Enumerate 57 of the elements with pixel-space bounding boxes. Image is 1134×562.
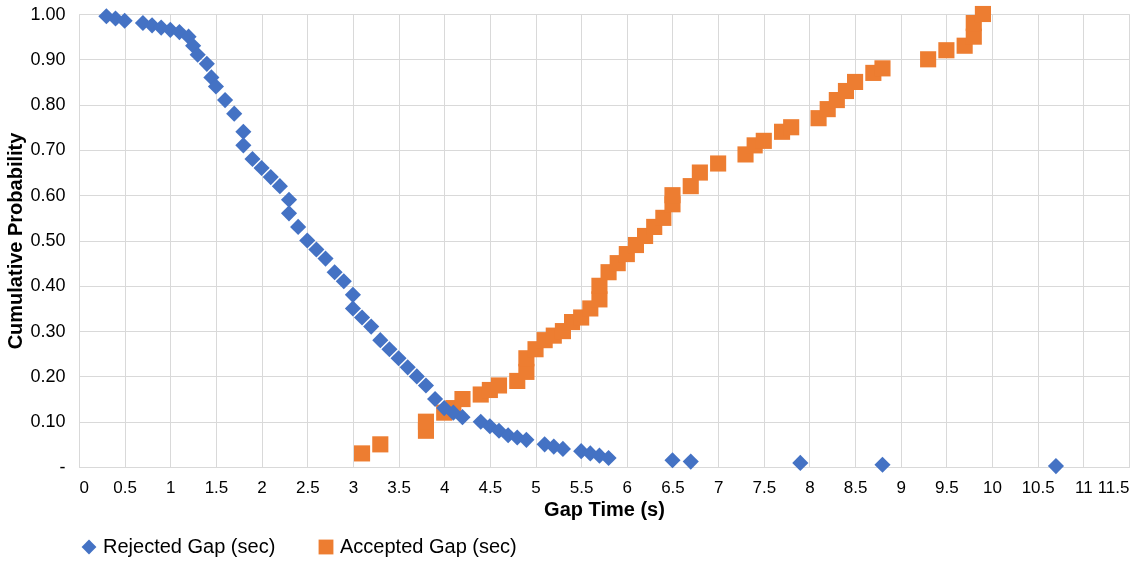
x-tick-label: 1 [166, 477, 176, 497]
x-tick-label: 3.5 [387, 477, 411, 497]
x-tick-label: 7.5 [752, 477, 777, 497]
y-tick-label: 0.50 [30, 230, 66, 250]
x-tick-label: 2 [257, 477, 267, 497]
x-tick-label: 4.5 [478, 477, 503, 497]
x-tick-label: 0 [79, 477, 89, 497]
point [920, 51, 937, 68]
x-tick-label: 0.5 [113, 477, 137, 497]
y-tick-label: - [59, 456, 66, 477]
x-tick-label: 1.5 [204, 477, 229, 497]
x-tick-label: 3 [348, 477, 359, 497]
point [490, 377, 508, 394]
x-tick-label: 6.5 [661, 477, 685, 497]
x-tick-label: 4 [439, 477, 450, 497]
x-tick-label: 11.5 [1097, 477, 1130, 497]
y-tick-label: 0.90 [30, 48, 66, 69]
point [353, 445, 371, 462]
y-axis-title: Cumulative Probability [4, 131, 27, 350]
point [454, 390, 471, 408]
x-tick-label: 8.5 [843, 477, 868, 497]
point [938, 42, 955, 59]
point [664, 187, 681, 204]
x-tick-label: 9.5 [935, 477, 959, 497]
y-tick-label: 0.30 [30, 320, 66, 341]
y-tick-label: 0.40 [30, 275, 66, 296]
point [682, 178, 699, 195]
point [874, 60, 891, 77]
x-tick-label: 10 [983, 477, 1002, 497]
x-tick-label: 5.5 [569, 477, 594, 497]
point [417, 413, 435, 430]
point [710, 155, 727, 172]
legend-label: Rejected Gap (sec) [103, 535, 276, 557]
x-tick-label: 8 [805, 477, 815, 497]
x-tick-label: 10.5 [1021, 477, 1055, 497]
y-tick-label: 0.10 [30, 411, 66, 432]
y-tick-label: 0.80 [30, 94, 66, 115]
y-tick-label: 0.20 [30, 365, 66, 386]
point [755, 132, 772, 149]
x-axis-title: Gap Time (s) [544, 497, 665, 520]
x-tick-label: 11 [1075, 477, 1093, 497]
point [372, 436, 389, 453]
point [591, 277, 608, 294]
x-tick-label: 5 [531, 477, 541, 497]
point [974, 5, 991, 23]
point [691, 164, 708, 181]
y-tick-label: 1.00 [30, 3, 66, 24]
y-tick-label: 0.60 [30, 184, 66, 205]
x-tick-label: 2.5 [295, 477, 320, 497]
point [783, 119, 800, 136]
x-tick-label: 9 [896, 477, 906, 497]
point [847, 73, 864, 91]
x-tick-label: 7 [713, 477, 724, 497]
legend-label: Accepted Gap (sec) [340, 535, 517, 557]
y-tick-label: 0.70 [30, 139, 66, 160]
x-tick-label: 6 [622, 477, 633, 497]
point [655, 209, 672, 226]
